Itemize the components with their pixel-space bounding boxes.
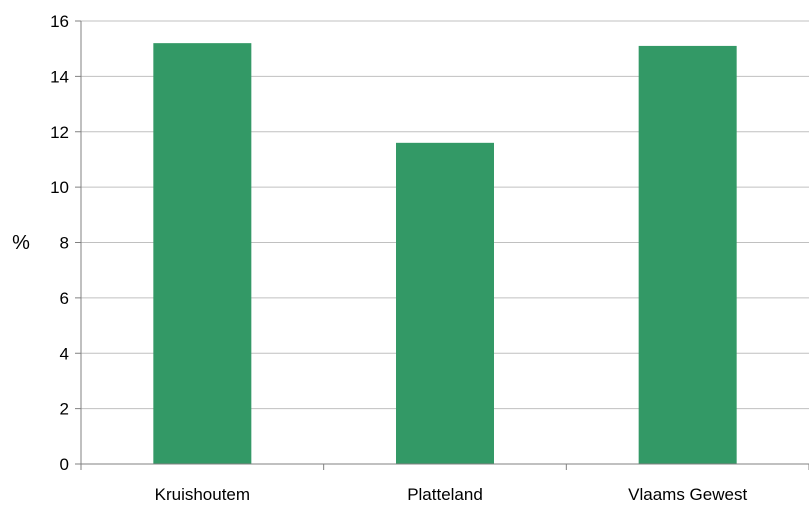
y-tick-label: 0 <box>60 455 69 474</box>
y-tick-label: 2 <box>60 400 69 419</box>
bar-platteland <box>396 142 494 464</box>
x-tick-labels: Kruishoutem Platteland Vlaams Gewest <box>155 485 748 504</box>
y-tick-label: 16 <box>50 12 69 31</box>
y-tick-labels: 0 2 4 6 8 10 12 14 16 <box>50 12 69 474</box>
y-tick-label: 4 <box>60 344 69 363</box>
x-tick-label: Kruishoutem <box>155 485 250 504</box>
bar-kruishoutem <box>153 43 252 465</box>
y-axis-label: % <box>12 232 30 254</box>
axes <box>80 21 809 465</box>
y-tick-label: 14 <box>50 67 69 86</box>
bars <box>153 43 737 465</box>
y-tick-label: 10 <box>50 178 69 197</box>
y-tick-label: 8 <box>60 234 69 253</box>
bar-vlaams-gewest <box>638 45 737 464</box>
x-tick-label: Platteland <box>407 485 483 504</box>
y-tick-label: 6 <box>60 289 69 308</box>
y-tick-label: 12 <box>50 123 69 142</box>
x-tick-label: Vlaams Gewest <box>628 485 747 504</box>
